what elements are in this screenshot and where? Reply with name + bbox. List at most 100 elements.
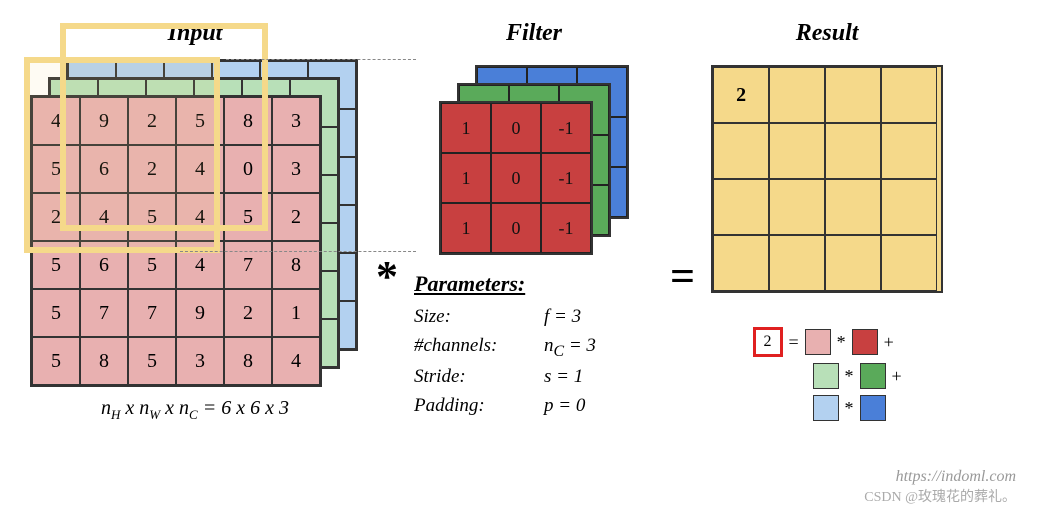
- grid-cell: -1: [541, 153, 591, 203]
- grid-cell: -1: [541, 203, 591, 253]
- dashed-connector-bottom: [180, 251, 416, 252]
- legend-swatch-a: [813, 395, 839, 421]
- diagram-row: Input 4925835624032454525654785779215853…: [30, 20, 1016, 423]
- legend-row: *: [753, 395, 902, 421]
- result-cell: [769, 179, 825, 235]
- convolution-symbol: *: [370, 251, 404, 302]
- dashed-connector-top: [226, 59, 416, 60]
- result-cell: [769, 123, 825, 179]
- grid-cell: 5: [176, 97, 224, 145]
- grid-cell: 0: [491, 153, 541, 203]
- grid-cell: 5: [128, 337, 176, 385]
- result-cell: [825, 235, 881, 291]
- legend-swatch-b: [860, 363, 886, 389]
- param-value: f = 3: [544, 303, 581, 332]
- grid-cell: 4: [176, 193, 224, 241]
- result-cell: [881, 123, 937, 179]
- result-cell: 2: [713, 67, 769, 123]
- param-value: s = 1: [544, 363, 583, 392]
- caption-value: 6 x 6 x 3: [221, 397, 289, 419]
- parameters-heading: Parameters:: [414, 271, 654, 297]
- grid-cell: -1: [541, 103, 591, 153]
- grid-cell: 7: [80, 289, 128, 337]
- grid-cell: 2: [128, 145, 176, 193]
- result-grid: 2: [711, 65, 943, 293]
- grid-cell: 5: [32, 145, 80, 193]
- grid-cell: 8: [272, 241, 320, 289]
- grid-cell: 1: [441, 203, 491, 253]
- caption-nw: nW: [139, 397, 160, 419]
- grid-cell: 3: [176, 337, 224, 385]
- legend-times: *: [845, 366, 854, 387]
- param-label: Padding:: [414, 392, 544, 421]
- grid-cell: 0: [491, 203, 541, 253]
- grid-cell: 8: [80, 337, 128, 385]
- legend-row: *+: [753, 363, 902, 389]
- result-column: Result 2 2=*+*+*: [711, 20, 943, 421]
- result-cell: [825, 179, 881, 235]
- legend-times: *: [837, 332, 846, 353]
- filter-column: Filter 10-1 10-1 10-1 Parameters: Size:f =…: [414, 20, 654, 420]
- grid-cell: 1: [272, 289, 320, 337]
- grid-cell: 0: [491, 103, 541, 153]
- legend-eq: =: [789, 332, 799, 353]
- param-row: Size:f = 3: [414, 303, 654, 332]
- grid-cell: 2: [32, 193, 80, 241]
- grid-cell: 4: [272, 337, 320, 385]
- legend-swatch-a: [805, 329, 831, 355]
- legend-swatch-b: [860, 395, 886, 421]
- grid-cell: 9: [80, 97, 128, 145]
- grid-cell: 0: [224, 145, 272, 193]
- grid-cell: 4: [176, 145, 224, 193]
- result-stack: 2: [711, 65, 943, 297]
- grid-cell: 1: [441, 153, 491, 203]
- filter-title: Filter: [506, 20, 562, 47]
- input-stack: 492583562403245452565478577921585384: [30, 59, 360, 389]
- result-cell: [825, 123, 881, 179]
- param-row: #channels:nC = 3: [414, 332, 654, 364]
- grid-cell: 5: [32, 241, 80, 289]
- param-label: #channels:: [414, 332, 544, 364]
- csdn-watermark: CSDN @玫瑰花的葬礼。: [864, 486, 1016, 506]
- grid-cell: 5: [128, 241, 176, 289]
- result-cell: [713, 179, 769, 235]
- caption-nh: nH: [101, 397, 120, 419]
- result-cell: [713, 123, 769, 179]
- param-label: Size:: [414, 303, 544, 332]
- input-column: Input 4925835624032454525654785779215853…: [30, 20, 360, 423]
- legend-swatch-b: [852, 329, 878, 355]
- grid-cell: 3: [272, 97, 320, 145]
- filter-layer-front: 10-1 10-1 10-1: [439, 101, 593, 255]
- grid-cell: 2: [224, 289, 272, 337]
- grid-cell: 5: [128, 193, 176, 241]
- grid-cell: 4: [32, 97, 80, 145]
- legend-result-swatch: 2: [753, 327, 783, 357]
- result-cell: [825, 67, 881, 123]
- grid-cell: 9: [176, 289, 224, 337]
- param-label: Stride:: [414, 363, 544, 392]
- result-title: Result: [796, 20, 859, 47]
- grid-cell: 2: [272, 193, 320, 241]
- result-cell: [881, 235, 937, 291]
- grid-cell: 7: [128, 289, 176, 337]
- legend-plus: +: [892, 366, 902, 387]
- grid-cell: 1: [441, 103, 491, 153]
- grid-cell: 2: [128, 97, 176, 145]
- param-value: nC = 3: [544, 332, 596, 364]
- input-title: Input: [168, 20, 223, 47]
- result-cell: [713, 235, 769, 291]
- result-cell: [881, 179, 937, 235]
- grid-cell: 5: [32, 289, 80, 337]
- result-cell: [769, 235, 825, 291]
- filter-stack: 10-1 10-1 10-1: [439, 65, 629, 255]
- grid-cell: 8: [224, 337, 272, 385]
- grid-cell: 6: [80, 145, 128, 193]
- grid-cell: 3: [272, 145, 320, 193]
- input-caption: nH x nW x nC = 6 x 6 x 3: [101, 397, 289, 423]
- param-row: Stride:s = 1: [414, 363, 654, 392]
- legend-times: *: [845, 398, 854, 419]
- equals-symbol: =: [664, 251, 701, 302]
- legend-plus: +: [884, 332, 894, 353]
- param-row: Padding:p = 0: [414, 392, 654, 421]
- result-cell: [881, 67, 937, 123]
